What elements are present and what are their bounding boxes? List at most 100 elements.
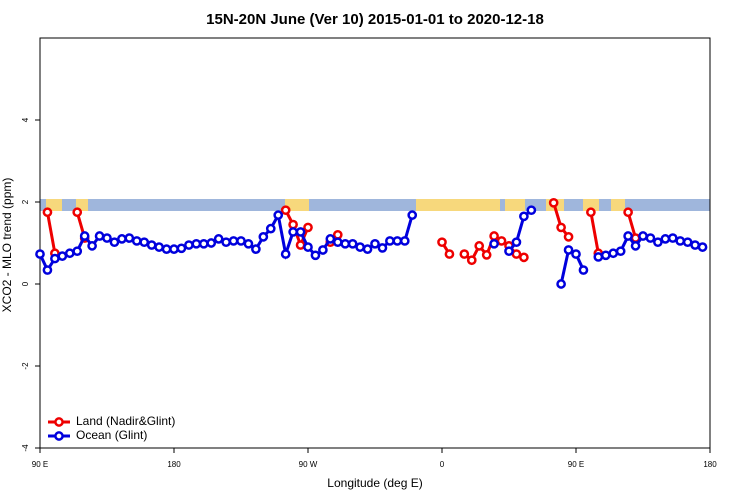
x-tick-label: 180 [703, 460, 717, 469]
legend-label: Land (Nadir&Glint) [76, 414, 175, 428]
point [332, 229, 343, 240]
point [131, 236, 142, 246]
point [556, 279, 566, 289]
point [519, 252, 529, 263]
point [332, 237, 343, 248]
point [146, 240, 157, 250]
point [459, 249, 470, 259]
point [280, 249, 291, 259]
y-axis-label: XCO2 - MLO trend (ppm) [0, 178, 14, 313]
x-tick-label: 90 W [299, 460, 318, 469]
point [377, 243, 388, 253]
point [392, 236, 403, 246]
point [161, 244, 172, 254]
point [57, 251, 68, 261]
point [519, 211, 529, 222]
point [653, 237, 663, 248]
point [139, 237, 150, 248]
point [303, 242, 313, 252]
point [265, 223, 276, 234]
point [243, 238, 254, 249]
point [697, 242, 708, 252]
point [325, 234, 336, 244]
point [548, 197, 559, 208]
point [236, 236, 246, 246]
point [675, 236, 686, 246]
point [630, 241, 641, 251]
point [481, 250, 492, 260]
point [184, 240, 194, 250]
x-tick-label: 90 E [568, 460, 584, 469]
point [690, 240, 700, 250]
point [109, 237, 120, 248]
y-tick-label: 0 [21, 281, 30, 286]
point [94, 231, 105, 241]
point [258, 232, 269, 242]
point [124, 233, 135, 243]
point [586, 207, 596, 218]
point [600, 250, 611, 261]
point [87, 241, 97, 251]
point [638, 231, 648, 241]
x-tick-label: 180 [167, 460, 181, 469]
point [682, 237, 693, 248]
point [303, 222, 313, 233]
land-mask [40, 199, 710, 211]
point [221, 237, 231, 248]
legend-marker [54, 431, 64, 441]
point [556, 222, 566, 233]
point [578, 265, 589, 275]
x-axis-label: Longitude (deg E) [327, 476, 422, 490]
point [42, 207, 53, 218]
point [623, 207, 633, 218]
legend-item: Land (Nadir&Glint) [48, 414, 175, 428]
point [504, 246, 514, 257]
point [608, 248, 619, 259]
point [310, 250, 321, 261]
point [667, 233, 678, 243]
point [273, 210, 284, 220]
point [474, 241, 485, 251]
point [355, 242, 365, 252]
point [79, 231, 90, 241]
point [64, 248, 75, 259]
series-line [45, 202, 637, 263]
point [50, 253, 60, 264]
point [489, 238, 499, 249]
point [399, 236, 410, 246]
point [347, 238, 358, 249]
point [526, 205, 537, 216]
point [206, 238, 217, 248]
point [213, 234, 224, 244]
x-tick-label: 0 [440, 460, 445, 469]
point [42, 265, 53, 275]
point [615, 246, 626, 257]
point [295, 240, 306, 250]
point [288, 227, 298, 237]
y-tick-label: 4 [21, 117, 30, 122]
point [295, 227, 306, 237]
point [117, 234, 127, 244]
chart-title: 15N-20N June (Ver 10) 2015-01-01 to 2020… [206, 11, 544, 28]
point [340, 238, 351, 249]
plot-frame [39, 37, 711, 449]
point [437, 237, 447, 248]
point [563, 245, 574, 255]
point [228, 236, 239, 246]
point [407, 210, 418, 220]
y-tick-label: -4 [21, 444, 30, 452]
legend-marker [54, 417, 64, 427]
point [645, 233, 656, 243]
y-tick-label: -2 [21, 362, 30, 370]
point [318, 245, 328, 255]
point [660, 234, 671, 244]
point [176, 243, 187, 254]
point [251, 244, 261, 254]
point [571, 249, 581, 259]
point [35, 249, 45, 259]
point [72, 207, 83, 218]
point [511, 249, 522, 259]
legend-label: Ocean (Glint) [76, 428, 147, 442]
point [444, 249, 455, 259]
point [623, 231, 633, 241]
